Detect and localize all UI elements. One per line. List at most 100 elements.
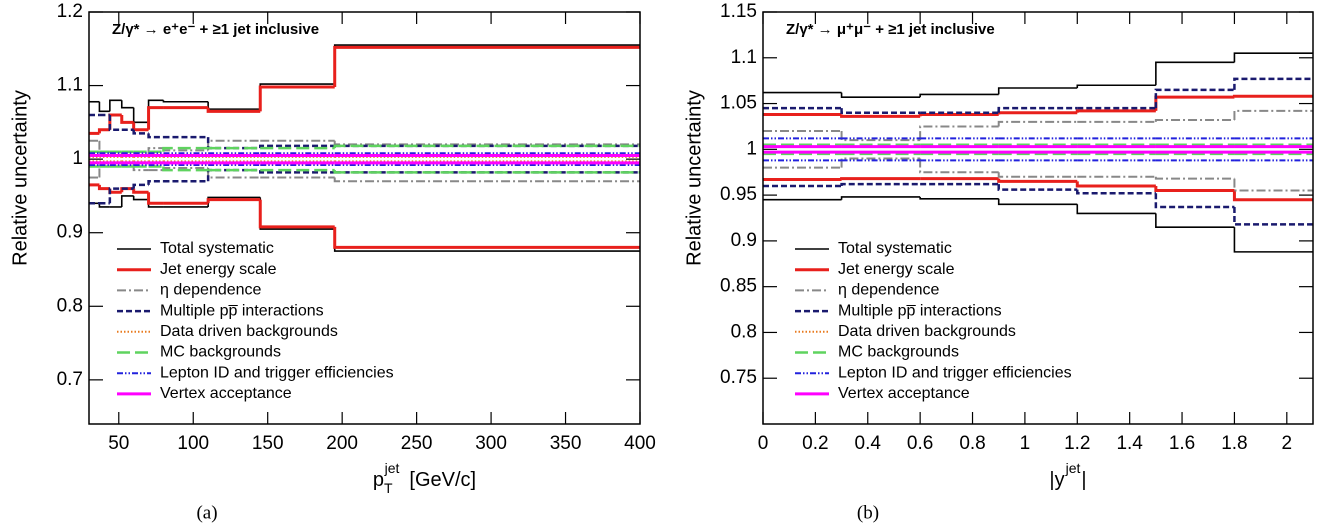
step-segment bbox=[1233, 77, 1313, 90]
step-segment bbox=[1154, 193, 1235, 209]
step-segment bbox=[333, 144, 640, 149]
step-segment bbox=[132, 122, 149, 132]
step-segment bbox=[162, 100, 209, 103]
step-segment bbox=[108, 113, 122, 130]
legend-label: Data driven backgrounds bbox=[838, 323, 1016, 340]
legend-label: Lepton ID and trigger efficiencies bbox=[838, 364, 1072, 381]
caption: (b) bbox=[857, 502, 879, 523]
plot-frame bbox=[762, 11, 1314, 425]
step-segment bbox=[919, 158, 999, 174]
step-segment bbox=[97, 128, 110, 134]
step-segment bbox=[97, 184, 110, 191]
legend-label: η dependence bbox=[160, 282, 262, 299]
x-tick-label: 200 bbox=[326, 433, 358, 454]
step-segment bbox=[162, 146, 209, 152]
panel: 50 100 150 200 250 300 350 400 0.7 0.8 0.9 1 1.1 1.2 T… bbox=[9, 1, 656, 523]
legend-label: Multiple pp̅ interactions bbox=[838, 302, 1002, 319]
step-segment bbox=[333, 177, 640, 183]
step-segment bbox=[1155, 61, 1235, 86]
step-segment bbox=[207, 101, 261, 110]
y-tick-label: 0.75 bbox=[720, 367, 757, 388]
step-segment bbox=[120, 187, 134, 193]
step-segment bbox=[132, 188, 149, 194]
x-tick-label: 1.4 bbox=[1116, 433, 1143, 454]
x-tick-label: 350 bbox=[550, 433, 582, 454]
step-segment bbox=[1154, 176, 1235, 180]
step-segment bbox=[1075, 181, 1156, 188]
step-segment bbox=[840, 157, 921, 168]
y-tick-label: 1 bbox=[746, 138, 757, 159]
step-segment bbox=[120, 195, 134, 207]
legend-label: η dependence bbox=[838, 282, 940, 299]
legend-label: Total systematic bbox=[838, 240, 952, 257]
x-axis-title: |yjet| bbox=[1049, 460, 1086, 492]
step-segment bbox=[997, 198, 1078, 206]
y-axis-title: Relative uncertainty bbox=[683, 90, 705, 266]
step-segment bbox=[333, 45, 640, 88]
plot-frame bbox=[88, 11, 641, 425]
x-tick-label: 250 bbox=[401, 433, 433, 454]
step-segment bbox=[997, 106, 1078, 113]
step-segment bbox=[206, 198, 261, 204]
step-segment bbox=[147, 179, 164, 185]
annotation: Z/γ* → e⁺e⁻ + ≥1 jet inclusive bbox=[112, 21, 319, 38]
step-segment bbox=[147, 192, 164, 205]
legend-label: Vertex acceptance bbox=[838, 385, 970, 402]
step-segment bbox=[132, 107, 149, 124]
x-tick-label: 0.4 bbox=[855, 433, 882, 454]
step-segment bbox=[98, 101, 110, 113]
y-tick-label: 1.05 bbox=[720, 93, 757, 114]
step-segment bbox=[147, 133, 164, 139]
legend-label: Data driven backgrounds bbox=[160, 323, 338, 340]
x-tick-label: 1 bbox=[1020, 433, 1031, 454]
panel: 0 0.2 0.4 0.6 0.8 1 1.2 1.4 1.6 1.8 2 0.75 0.8 0.85 0.… bbox=[683, 1, 1314, 523]
step-segment bbox=[132, 183, 149, 189]
step-segment bbox=[997, 184, 1078, 191]
step-segment bbox=[840, 182, 921, 186]
x-tick-label: 1.2 bbox=[1064, 433, 1090, 454]
step-segment bbox=[98, 165, 110, 178]
step-segment bbox=[997, 111, 1078, 115]
step-segment bbox=[1076, 84, 1156, 88]
step-segment bbox=[840, 196, 921, 200]
y-tick-label: 0.8 bbox=[731, 321, 757, 342]
x-tick-label: 50 bbox=[108, 433, 129, 454]
y-tick-label: 0.95 bbox=[720, 184, 757, 205]
step-segment bbox=[108, 115, 122, 131]
step-segment bbox=[1233, 52, 1313, 63]
annotation: Z/γ* → μ⁺μ⁻ + ≥1 jet inclusive bbox=[786, 21, 995, 38]
y-tick-label: 0.8 bbox=[57, 295, 83, 316]
y-tick-label: 1.15 bbox=[720, 1, 757, 22]
step-segment bbox=[109, 99, 122, 112]
step-segment bbox=[840, 177, 921, 181]
step-segment bbox=[1154, 88, 1235, 109]
caption: (a) bbox=[196, 502, 217, 523]
step-segment bbox=[206, 107, 261, 113]
step-segment bbox=[919, 93, 999, 98]
step-segment bbox=[919, 196, 999, 200]
step-segment bbox=[840, 131, 921, 142]
y-tick-label: 0.85 bbox=[720, 276, 757, 297]
x-title-sup: jet bbox=[1065, 460, 1081, 476]
x-tick-label: 0.6 bbox=[907, 433, 933, 454]
x-tick-label: 300 bbox=[475, 433, 507, 454]
step-segment bbox=[1233, 207, 1313, 226]
y-tick-label: 0.7 bbox=[57, 369, 83, 390]
step-segment bbox=[1075, 109, 1156, 113]
x-tick-label: 0 bbox=[758, 433, 769, 454]
step-segment bbox=[840, 108, 921, 114]
step-segment bbox=[147, 99, 164, 123]
step-segment bbox=[1154, 119, 1235, 122]
step-segment bbox=[333, 140, 640, 146]
step-segment bbox=[997, 87, 1078, 95]
step-segment bbox=[1076, 204, 1156, 215]
step-segment bbox=[918, 113, 999, 117]
step-segment bbox=[1233, 109, 1313, 121]
legend-label: Total systematic bbox=[160, 240, 274, 257]
x-tick-label: 1.6 bbox=[1169, 433, 1195, 454]
y-tick-label: 1 bbox=[72, 148, 83, 169]
legend-label: Jet energy scale bbox=[160, 261, 277, 278]
step-segment bbox=[1232, 94, 1313, 98]
step-segment bbox=[919, 125, 999, 141]
